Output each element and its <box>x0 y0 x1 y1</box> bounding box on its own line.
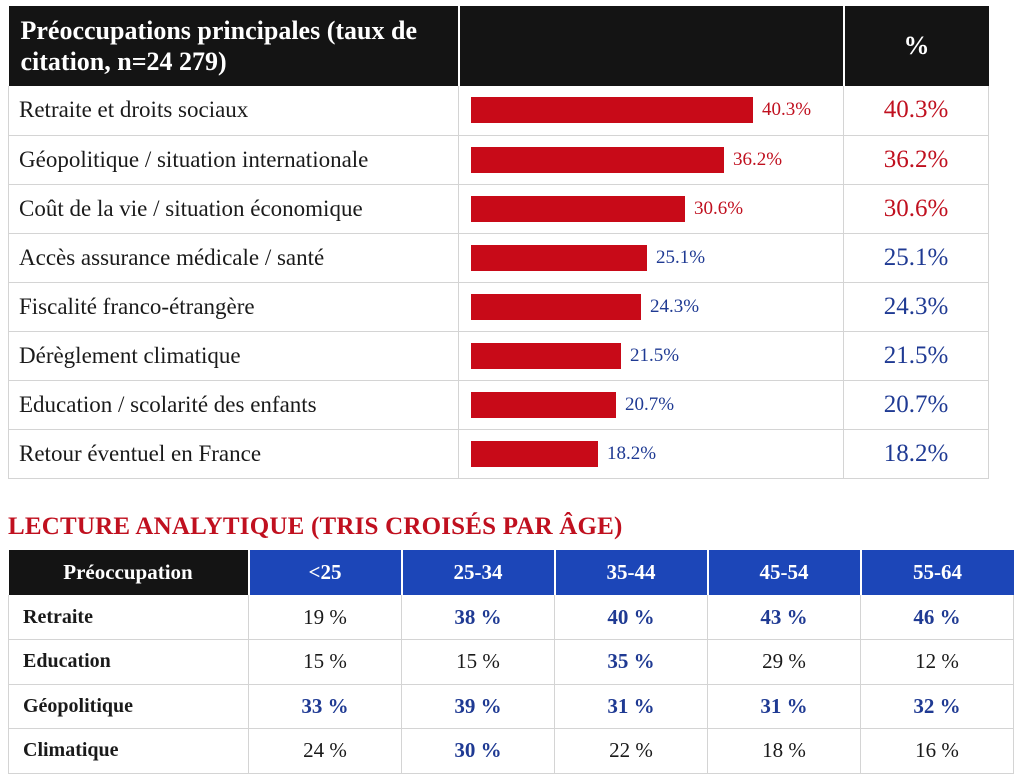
age-cell: 22 % <box>554 728 708 774</box>
age-cell: 43 % <box>707 595 861 640</box>
age-cell: 32 % <box>860 684 1014 729</box>
age-header-cell: 35-44 <box>554 550 709 595</box>
concern-bar-value-label: 21.5% <box>630 344 680 366</box>
concern-label: Accès assurance médicale / santé <box>8 233 459 283</box>
concerns-header-pct: % <box>843 6 989 86</box>
concern-bar-value-label: 40.3% <box>762 99 812 121</box>
concern-bar <box>471 391 616 418</box>
age-cell: 19 % <box>248 595 402 640</box>
section-title: LECTURE ANALYTIQUE (TRIS CROISÉS PAR ÂGE… <box>8 513 623 540</box>
age-row-label: Retraite <box>8 595 249 640</box>
age-cell: 39 % <box>401 684 555 729</box>
age-cell: 29 % <box>707 639 861 685</box>
age-cell: 38 % <box>401 595 555 640</box>
concerns-header-bar <box>458 6 845 86</box>
concern-bar-cell: 20.7% <box>458 380 844 430</box>
concern-pct: 30.6% <box>843 184 989 234</box>
concern-bar <box>471 293 641 320</box>
concern-pct: 25.1% <box>843 233 989 283</box>
concern-bar <box>471 342 621 369</box>
concern-row: Education / scolarité des enfants 20.7% 20… <box>8 380 989 430</box>
concern-bar-cell: 36.2% <box>458 135 844 185</box>
concern-bar <box>471 440 598 467</box>
concern-pct: 20.7% <box>843 380 989 430</box>
concern-bar-value-label: 30.6% <box>694 197 744 219</box>
age-row-label: Education <box>8 639 249 685</box>
age-cell: 40 % <box>554 595 708 640</box>
age-cell: 18 % <box>707 728 861 774</box>
age-cell: 30 % <box>401 728 555 774</box>
concern-row: Géopolitique / situation internationale 3… <box>8 135 989 185</box>
age-row: Retraite 19 % 38 % 40 % 43 % 46 % <box>8 595 1014 640</box>
age-row: Education 15 % 15 % 35 % 29 % 12 % <box>8 639 1014 685</box>
concern-row: Retour éventuel en France 18.2% 18.2% <box>8 429 989 479</box>
concern-pct: 40.3% <box>843 86 989 136</box>
age-row-label: Climatique <box>8 728 249 774</box>
concern-bar <box>471 244 647 271</box>
concern-label: Education / scolarité des enfants <box>8 380 459 430</box>
concern-label: Retour éventuel en France <box>8 429 459 479</box>
concerns-header-row: Préoccupations principales (taux de cita… <box>8 6 989 86</box>
age-header-row: Préoccupation <25 25-34 35-44 45-54 55-64 <box>8 550 1014 595</box>
age-crosstab-table: Préoccupation <25 25-34 35-44 45-54 55-64 Re… <box>8 550 1014 774</box>
concern-bar-value-label: 20.7% <box>625 393 675 415</box>
concern-row: Retraite et droits sociaux 40.3% 40.3% <box>8 86 989 136</box>
age-cell: 16 % <box>860 728 1014 774</box>
concern-bar-value-label: 36.2% <box>733 148 783 170</box>
concern-bar <box>471 146 724 173</box>
concerns-body: Retraite et droits sociaux 40.3% 40.3% Géop… <box>8 86 989 479</box>
concern-pct: 24.3% <box>843 282 989 332</box>
concern-pct: 21.5% <box>843 331 989 381</box>
age-cell: 35 % <box>554 639 708 685</box>
concern-bar-cell: 30.6% <box>458 184 844 234</box>
age-cell: 31 % <box>707 684 861 729</box>
age-header-cell: 55-64 <box>860 550 1014 595</box>
concerns-header-label: Préoccupations principales (taux de cita… <box>8 6 460 86</box>
age-cell: 15 % <box>248 639 402 685</box>
concern-bar-cell: 25.1% <box>458 233 844 283</box>
age-row: Climatique 24 % 30 % 22 % 18 % 16 % <box>8 728 1014 774</box>
concern-bar-value-label: 24.3% <box>650 295 700 317</box>
concern-row: Accès assurance médicale / santé 25.1% 25.… <box>8 233 989 283</box>
concern-bar-value-label: 25.1% <box>656 246 706 268</box>
age-cell: 46 % <box>860 595 1014 640</box>
concern-row: Dérèglement climatique 21.5% 21.5% <box>8 331 989 381</box>
concern-label: Dérèglement climatique <box>8 331 459 381</box>
age-body: Retraite 19 % 38 % 40 % 43 % 46 % Education 15 … <box>8 595 1014 774</box>
concern-row: Coût de la vie / situation économique 30.… <box>8 184 989 234</box>
age-cell: 31 % <box>554 684 708 729</box>
concern-pct: 36.2% <box>843 135 989 185</box>
age-row-label: Géopolitique <box>8 684 249 729</box>
concern-bar-cell: 40.3% <box>458 86 844 136</box>
concern-bar-cell: 21.5% <box>458 331 844 381</box>
age-cell: 12 % <box>860 639 1014 685</box>
concern-bar-cell: 24.3% <box>458 282 844 332</box>
concern-bar-value-label: 18.2% <box>607 442 657 464</box>
age-cell: 15 % <box>401 639 555 685</box>
age-row: Géopolitique 33 % 39 % 31 % 31 % 32 % <box>8 684 1014 729</box>
concern-label: Retraite et droits sociaux <box>8 86 459 136</box>
age-header-cell: 45-54 <box>707 550 862 595</box>
concern-bar <box>471 195 685 222</box>
concern-label: Fiscalité franco-étrangère <box>8 282 459 332</box>
age-header-first: Préoccupation <box>8 550 250 595</box>
concern-bar-cell: 18.2% <box>458 429 844 479</box>
concern-bar <box>471 97 753 124</box>
concern-label: Coût de la vie / situation économique <box>8 184 459 234</box>
concern-pct: 18.2% <box>843 429 989 479</box>
concerns-table: Préoccupations principales (taux de cita… <box>8 6 989 479</box>
concern-label: Géopolitique / situation internationale <box>8 135 459 185</box>
age-cell: 33 % <box>248 684 402 729</box>
concern-row: Fiscalité franco-étrangère 24.3% 24.3% <box>8 282 989 332</box>
age-header-cell: <25 <box>248 550 403 595</box>
age-cell: 24 % <box>248 728 402 774</box>
age-header-cell: 25-34 <box>401 550 556 595</box>
